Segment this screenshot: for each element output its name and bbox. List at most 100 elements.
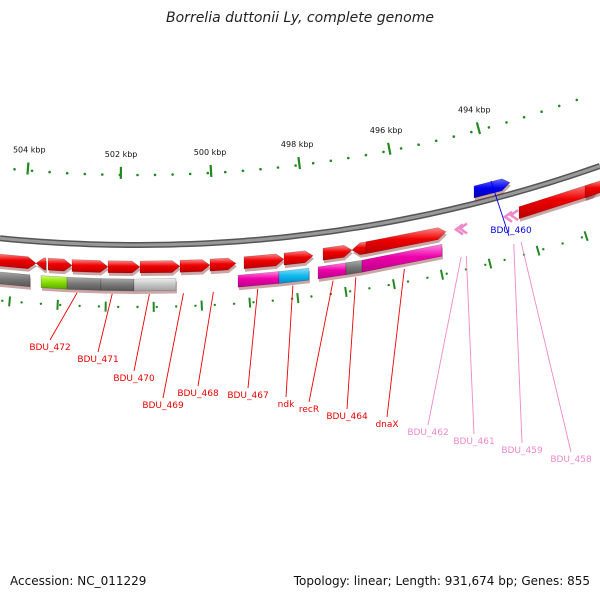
gene-block — [0, 271, 31, 288]
inner-scale-dot — [155, 305, 158, 309]
label-leader — [513, 243, 523, 444]
gene-label: BDU_467 — [227, 391, 268, 401]
gene-label: recR — [299, 405, 319, 415]
scale-dot — [452, 135, 456, 138]
scale-dot — [294, 164, 297, 167]
scale-dot — [575, 98, 579, 102]
gene-block — [345, 259, 363, 276]
scale-dot — [364, 153, 368, 157]
inner-scale-dot — [39, 302, 43, 305]
genome-backbone — [0, 164, 600, 247]
scale-label: 494 kbp — [458, 106, 491, 115]
gene-arrow — [107, 260, 141, 274]
scale-major-tick — [387, 142, 392, 155]
label-leader — [285, 285, 294, 398]
gene-arrow — [209, 257, 237, 272]
label-leader — [520, 241, 572, 453]
gene-label: BDU_468 — [177, 389, 219, 399]
gene-label: BDU_459 — [501, 446, 543, 456]
gene-arrow — [35, 257, 47, 271]
inner-scale-dot — [97, 305, 101, 308]
inner-scale-tick — [344, 286, 348, 298]
label-leader — [49, 292, 78, 341]
inner-scale-tick — [248, 297, 252, 308]
gene-label: ndk — [278, 400, 295, 410]
gene-track — [0, 163, 600, 294]
inner-scale-tick — [487, 258, 493, 269]
scale-dot — [224, 170, 227, 174]
scale-dot — [487, 126, 491, 129]
inner-scale-dot — [406, 280, 410, 283]
label-leader — [247, 288, 259, 389]
inner-scale-dot — [561, 242, 564, 245]
scale-dot — [347, 156, 350, 160]
scale-dot — [188, 172, 192, 176]
gene-block — [40, 275, 68, 290]
label-leader — [490, 180, 510, 237]
map-title: Borrelia duttonii Ly, complete genome — [166, 10, 434, 26]
label-leader — [465, 255, 475, 435]
inner-scale-tick — [392, 279, 396, 290]
scale-dot — [399, 147, 403, 150]
scale-dot — [276, 166, 280, 169]
scale-dot — [522, 115, 526, 119]
scale-major-tick — [26, 162, 30, 175]
gene-block — [133, 278, 177, 292]
scale-dot — [417, 143, 420, 146]
scale-dot — [171, 173, 174, 176]
label-leader — [427, 256, 462, 426]
inner-scale-dot — [580, 236, 584, 239]
trna-chevron — [453, 223, 464, 236]
inner-scale-dot — [387, 283, 390, 287]
inner-scale-dot — [117, 305, 120, 309]
scale-dot — [329, 159, 333, 163]
gene-label: BDU_458 — [550, 455, 592, 465]
inner-scale-dot — [78, 304, 81, 308]
scale-dot — [83, 172, 87, 176]
scale-major-tick — [297, 156, 302, 170]
scale-dot — [13, 168, 16, 171]
gene-arrow — [283, 250, 314, 266]
scale-dot — [540, 110, 543, 113]
scale-dot — [65, 171, 69, 175]
scale-dot — [48, 170, 51, 174]
gene-label: BDU_469 — [142, 401, 184, 411]
label-leader — [97, 293, 113, 353]
inner-scale-dot — [136, 305, 139, 309]
label-leader — [133, 293, 150, 372]
scale-label: 498 kbp — [281, 140, 314, 149]
label-leader — [197, 291, 214, 387]
gene-arrow — [179, 259, 211, 273]
scale-dot — [470, 130, 473, 134]
inner-scale-dot — [542, 248, 545, 251]
gene-labels: BDU_472 BDU_471 BDU_470 BDU_469 BDU_468 BDU_4… — [29, 180, 592, 465]
inner-scale-dot — [1, 299, 4, 302]
inner-scale-dot — [503, 258, 506, 262]
scale-dot — [101, 173, 104, 176]
inner-scale-tick — [439, 269, 445, 280]
scale-dot — [30, 169, 34, 173]
scale-dot — [311, 161, 315, 165]
inner-scale-dot — [368, 287, 371, 290]
gene-block — [66, 276, 102, 291]
gene-block — [100, 278, 135, 292]
inner-scale-tick — [535, 245, 541, 256]
scale-dot — [382, 150, 385, 154]
scale-dot — [153, 173, 157, 177]
inner-scale-tick — [296, 293, 300, 304]
inner-scale-dot — [232, 302, 236, 305]
gene-label: BDU_472 — [29, 343, 70, 353]
inner-scale-dot — [310, 295, 313, 298]
gene-label: BDU_464 — [326, 412, 368, 422]
accession-text: Accession: NC_011229 — [10, 574, 147, 588]
scale-dot — [136, 173, 139, 177]
scale-label: 496 kbp — [370, 126, 403, 135]
label-leader — [386, 268, 405, 418]
gene-arrow — [71, 259, 109, 273]
scale-dot — [434, 139, 438, 143]
inner-scale-dot — [59, 303, 62, 307]
scale-track: 504 kbp 502 kbp 500 kbp 498 kbp 496 kbp 494 k… — [1, 98, 589, 312]
inner-scale-dot — [271, 299, 274, 302]
inner-scale-dot — [194, 304, 197, 307]
